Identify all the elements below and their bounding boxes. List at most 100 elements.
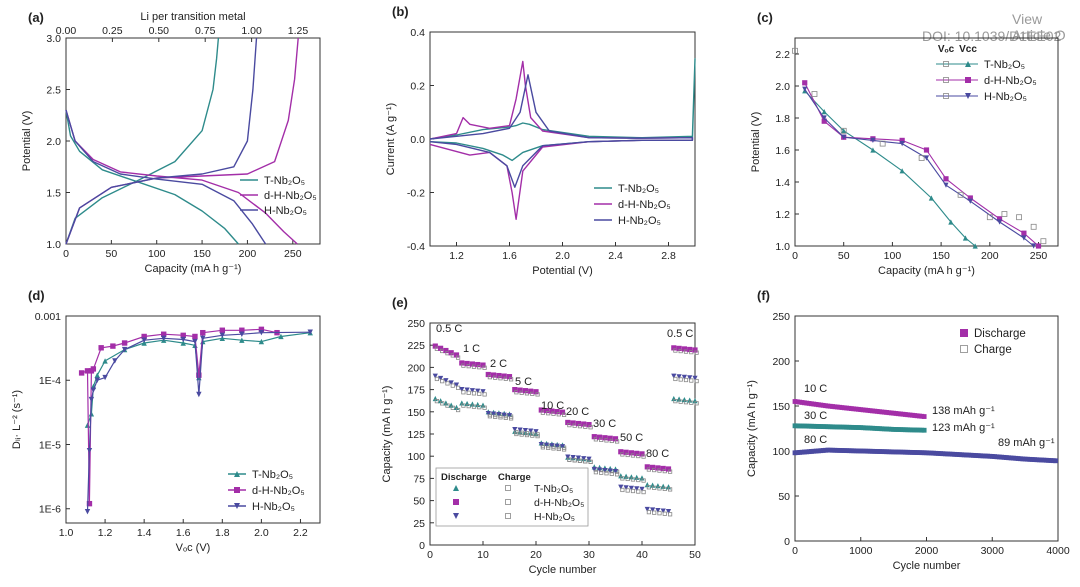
y-axis-label: Potential (V) bbox=[750, 112, 762, 173]
data-point bbox=[694, 350, 699, 355]
data-point bbox=[482, 405, 487, 410]
data-point bbox=[544, 407, 550, 414]
y-axis-label: Current (A g⁻¹) bbox=[385, 103, 397, 175]
data-point bbox=[1001, 211, 1008, 217]
plot-frame bbox=[794, 37, 1059, 247]
data-point bbox=[482, 392, 487, 397]
data-point bbox=[655, 507, 661, 514]
annotation: 30 C bbox=[804, 410, 827, 422]
data-point bbox=[141, 340, 147, 346]
legend-label: T-Nb₂O₅ bbox=[618, 183, 659, 195]
data-point bbox=[687, 375, 693, 381]
data-point bbox=[121, 340, 128, 346]
data-point bbox=[602, 467, 608, 474]
data-point bbox=[517, 387, 523, 393]
series-line bbox=[65, 37, 220, 245]
legend-marker bbox=[505, 513, 511, 519]
legend-label: d-H-Nb₂O₅ bbox=[252, 485, 305, 497]
panel-label: (f) bbox=[757, 288, 770, 303]
data-point bbox=[496, 372, 502, 379]
legend-header: Charge bbox=[498, 472, 531, 483]
legend-label: Discharge bbox=[974, 328, 1026, 340]
data-point bbox=[1053, 458, 1059, 464]
x-tick-label: 1.8 bbox=[215, 527, 230, 539]
data-point bbox=[196, 391, 202, 398]
y-tick-label: 1.5 bbox=[46, 188, 61, 200]
legend-box bbox=[435, 467, 589, 527]
data-point bbox=[464, 360, 470, 367]
data-point bbox=[554, 409, 560, 415]
data-point bbox=[678, 377, 683, 382]
x-tick-label: 10 bbox=[477, 549, 489, 561]
watermark-line-2: DOI: 10.1039/D1EE02 bbox=[922, 28, 1062, 44]
x-tick-label: 1.4 bbox=[137, 527, 152, 539]
y-tick-label: 1.8 bbox=[775, 113, 790, 125]
data-point bbox=[239, 337, 245, 343]
data-point bbox=[528, 428, 534, 434]
top-tick-label: 1.00 bbox=[241, 25, 262, 37]
y-tick-label: 1.6 bbox=[775, 145, 790, 157]
data-point bbox=[438, 345, 444, 351]
panel-label: (d) bbox=[28, 288, 45, 303]
data-point bbox=[792, 47, 798, 54]
data-point bbox=[540, 445, 545, 450]
y-tick-label: 0.001 bbox=[35, 311, 61, 323]
data-point bbox=[581, 456, 587, 462]
data-point bbox=[639, 486, 645, 493]
panel-label: (b) bbox=[392, 4, 409, 19]
y-tick-label: 175 bbox=[407, 385, 425, 397]
data-point bbox=[607, 435, 613, 441]
data-point bbox=[802, 86, 808, 92]
data-point bbox=[506, 413, 513, 419]
data-point bbox=[549, 443, 555, 449]
legend-header: Vᴄᴄ bbox=[959, 44, 977, 55]
panel-c: (c) 0 50 100 150 200 250 1.0 1.2 1.4 1.6 1.8 2.0 2.2 C… bbox=[750, 10, 1059, 277]
x-axis-label: Vₒᴄ (V) bbox=[176, 542, 211, 554]
data-point bbox=[667, 512, 673, 517]
top-axis-label: Li per transition metal bbox=[140, 11, 245, 23]
legend-marker bbox=[453, 513, 459, 519]
y-tick-label: 1.2 bbox=[775, 209, 790, 221]
data-point bbox=[639, 451, 645, 457]
legend-marker bbox=[505, 485, 511, 491]
x-tick-label: 2.8 bbox=[661, 250, 676, 262]
data-point bbox=[811, 91, 818, 97]
data-point bbox=[475, 388, 481, 394]
y-tick-label: 150 bbox=[407, 407, 425, 419]
legend-marker bbox=[234, 503, 240, 509]
data-point bbox=[88, 396, 95, 403]
data-point bbox=[899, 141, 905, 147]
data-point bbox=[538, 442, 544, 448]
plot-frame bbox=[65, 315, 321, 524]
data-point bbox=[644, 506, 650, 513]
data-point bbox=[943, 182, 949, 188]
data-point bbox=[1031, 243, 1037, 249]
watermark-line-1: View Article O bbox=[1012, 11, 1066, 43]
data-point bbox=[480, 389, 486, 395]
data-point bbox=[840, 127, 847, 134]
annotation: 138 mAh g⁻¹ bbox=[932, 405, 995, 417]
data-point bbox=[535, 392, 540, 397]
data-point bbox=[597, 467, 603, 473]
x-tick-label: 0 bbox=[792, 250, 798, 262]
y-tick-label: 0 bbox=[784, 536, 790, 548]
data-point bbox=[445, 381, 450, 386]
y-tick-label: 50 bbox=[413, 496, 425, 508]
y-axis-label: Potential (V) bbox=[21, 111, 33, 172]
data-point bbox=[612, 436, 619, 442]
data-point bbox=[459, 360, 465, 366]
legend-label: H-Nb₂O₅ bbox=[618, 215, 661, 227]
data-point bbox=[141, 337, 147, 343]
data-point bbox=[577, 458, 583, 463]
data-point bbox=[160, 335, 167, 341]
x-axis-label: Cycle number bbox=[529, 564, 597, 576]
panel-b: (b) 1.2 1.6 2.0 2.4 2.8 -0.4 -0.2 0.0 0.2 0.4 Poten… bbox=[385, 4, 696, 277]
panel-label: (c) bbox=[757, 10, 773, 25]
annotation: 10 C bbox=[804, 383, 827, 395]
data-point bbox=[219, 327, 226, 333]
rate-label: 30 C bbox=[593, 418, 616, 430]
series-line bbox=[65, 37, 258, 245]
data-point bbox=[1021, 235, 1027, 241]
panel-label: (e) bbox=[392, 295, 408, 310]
data-point bbox=[657, 511, 662, 516]
